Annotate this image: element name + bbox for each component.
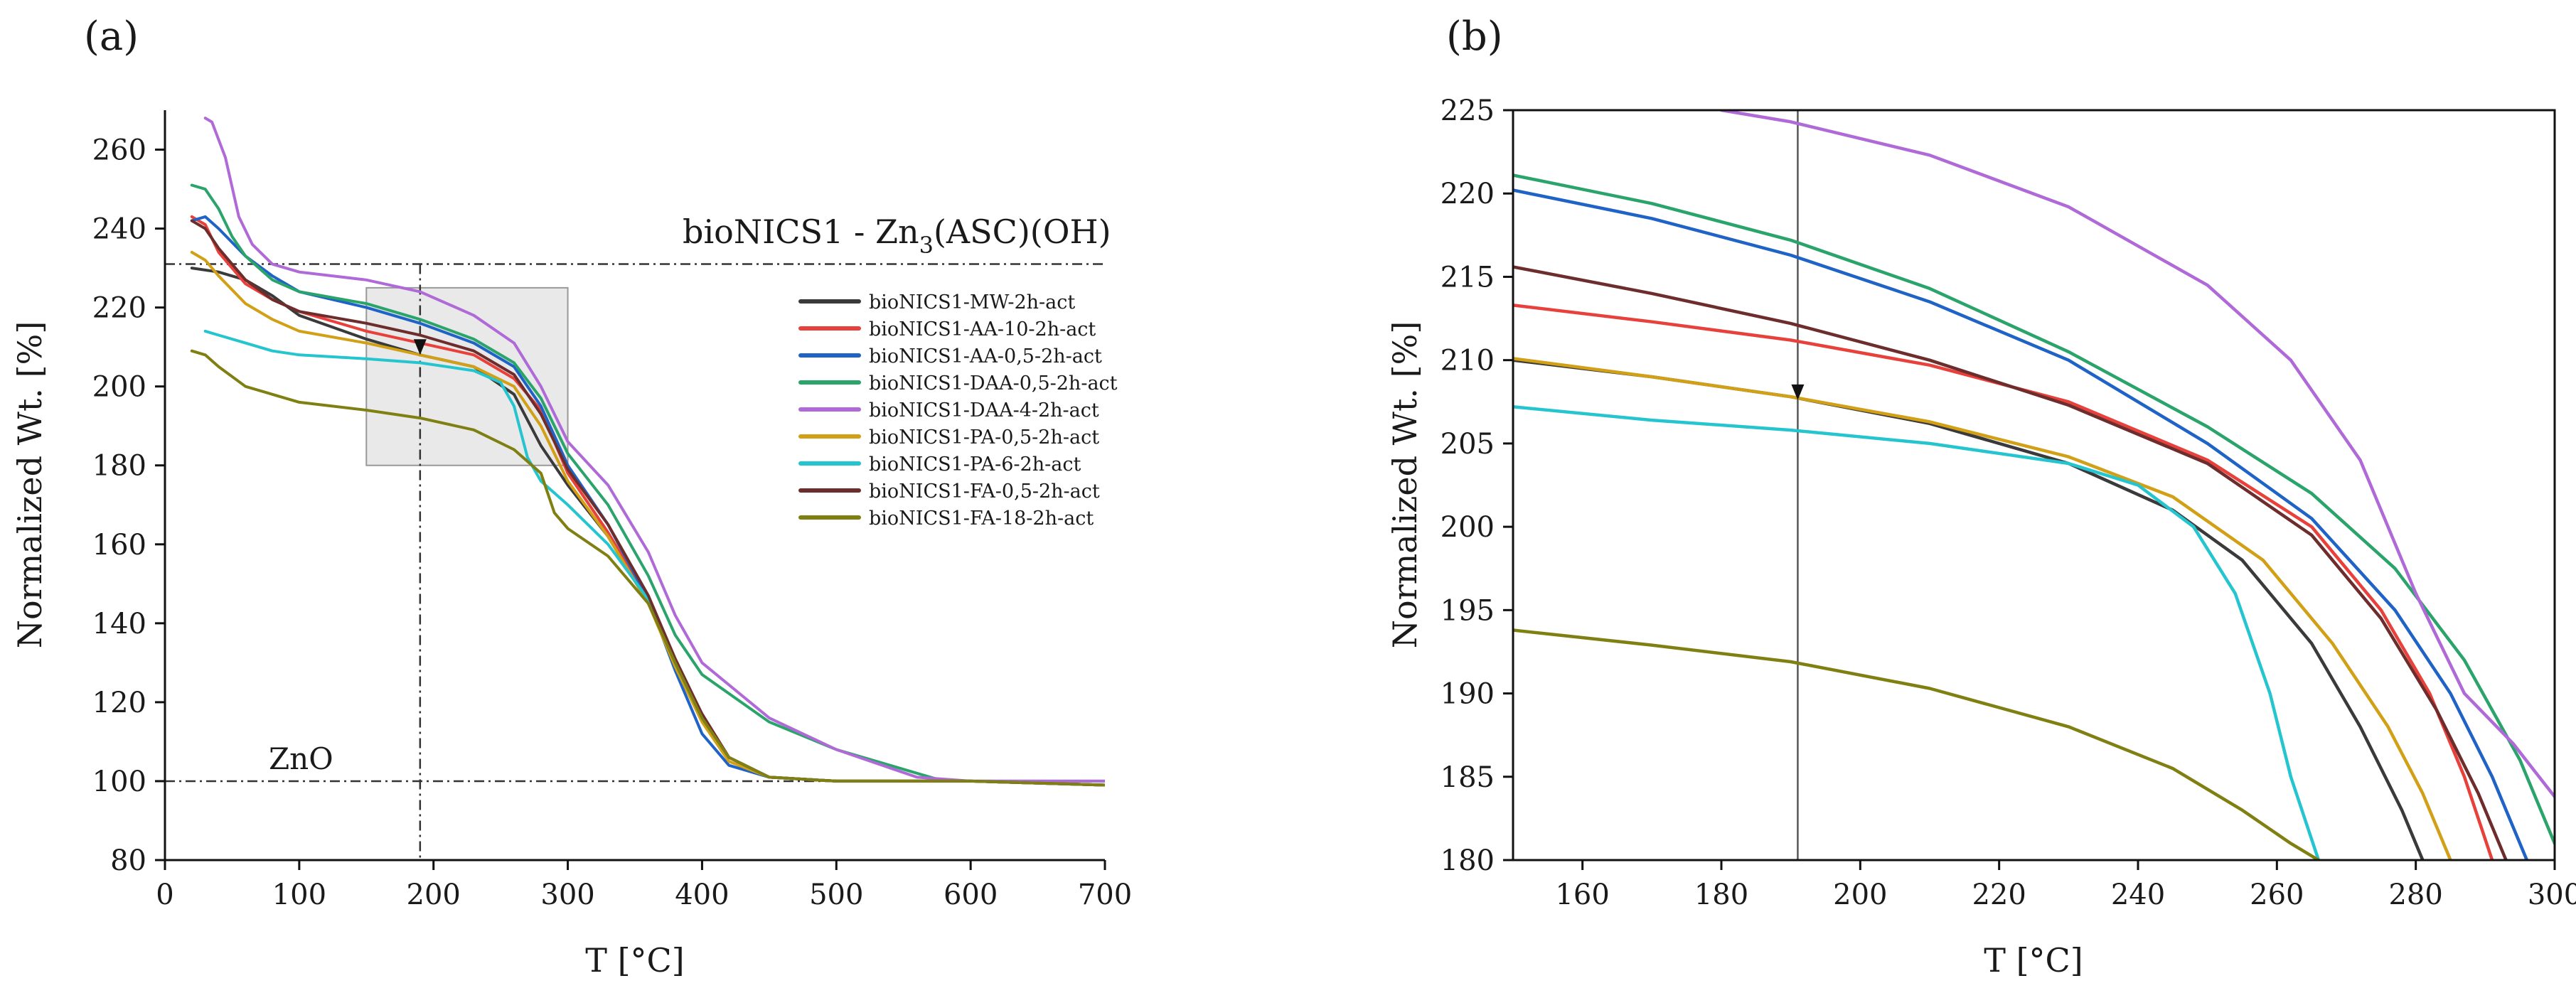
panel-b-axes-frame: [1512, 109, 2556, 862]
panel-a-label: (a): [84, 14, 139, 60]
panel-b-series-group: [1513, 110, 2555, 860]
panel-a-y-tick-label: 240: [92, 213, 146, 246]
panel-b-y-tick-label: 195: [1441, 594, 1495, 627]
panel-a-x-axis-label: T [°C]: [585, 941, 684, 979]
panel-b-y-tick-label: 180: [1441, 844, 1495, 877]
panel-b-series-line-5: [1719, 110, 2555, 799]
panel-b: (b) 160 180 200 220 240 260 280 300 180 185 190 195…: [1386, 14, 2576, 979]
panel-a-y-tick-label: 160: [92, 529, 146, 562]
panel-a-series-line-9: [190, 349, 1105, 787]
panel-b-x-tick-label: 180: [1694, 879, 1748, 911]
panel-a-y-axis-label: Normalized Wt. [%]: [11, 321, 49, 649]
panel-b-label: (b): [1446, 14, 1503, 60]
panel-b-series-line-1: [1513, 358, 2425, 860]
panel-b-x-tick-label: 300: [2528, 879, 2576, 911]
panel-a-y-tick-label: 180: [92, 450, 146, 483]
panel-b-series-line-6: [1513, 357, 2452, 860]
panel-a-x-tick-label: 700: [1078, 879, 1132, 911]
panel-b-series-line-7: [1513, 405, 2321, 860]
panel-a-x-tick-label: 200: [407, 879, 461, 911]
panel-b-x-tick-label: 280: [2388, 879, 2442, 911]
panel-a-x-tick-label: 500: [809, 879, 863, 911]
panel-b-x-tick-label: 160: [1555, 879, 1609, 911]
panel-b-series-line-4: [1513, 173, 2555, 845]
panel-b-x-tick-label: 220: [1972, 879, 2026, 911]
panel-b-x-axis-label: T [°C]: [1984, 941, 2083, 979]
panel-a-marker-arrow: [413, 339, 427, 355]
panel-a-ticks: 0 100 200 300 400 500 600 700 80 100 120 140 160 180 2…: [92, 134, 1133, 911]
panel-a-series-line-4: [190, 183, 1105, 783]
panel-b-marker-arrow: [1791, 384, 1805, 400]
legend-entry-label: bioNICS1-PA-0,5-2h-act: [869, 426, 1099, 449]
panel-a-axes: [164, 110, 1105, 862]
panel-a-x-tick-label: 100: [272, 879, 326, 911]
panel-a-x-tick-label: 400: [675, 879, 729, 911]
panel-a: (a) 0 100 200 300 400 500 600 700 80 100 120 140 160…: [11, 14, 1132, 979]
panel-b-y-tick-label: 225: [1441, 95, 1495, 127]
panel-b-y-tick-label: 220: [1441, 178, 1495, 210]
panel-a-y-tick-label: 260: [92, 134, 146, 167]
panel-a-series-line-5: [203, 117, 1105, 783]
panel-a-legend: bioNICS1-MW-2h-act bioNICS1-AA-10-2h-act b…: [798, 291, 1118, 530]
panel-b-x-tick-label: 240: [2111, 879, 2165, 911]
panel-a-y-tick-label: 140: [92, 608, 146, 640]
panel-b-y-tick-label: 185: [1441, 761, 1495, 794]
legend-entry-label: bioNICS1-FA-18-2h-act: [869, 508, 1094, 530]
panel-a-x-tick-label: 300: [540, 879, 594, 911]
panel-a-y-tick-label: 220: [92, 292, 146, 325]
panel-b-series-line-3: [1513, 188, 2529, 860]
panel-b-y-tick-label: 215: [1441, 261, 1495, 294]
panel-b-y-tick-label: 200: [1441, 511, 1495, 544]
legend-entry-label: bioNICS1-PA-6-2h-act: [869, 453, 1081, 476]
panel-a-top-annotation: bioNICS1 - Zn3(ASC)(OH): [683, 213, 1111, 259]
legend-entry-label: bioNICS1-MW-2h-act: [869, 291, 1075, 313]
panel-b-ticks: 160 180 200 220 240 260 280 300 180 185 190 195 200 2…: [1441, 95, 2576, 911]
panel-b-y-axis-label: Normalized Wt. [%]: [1386, 321, 1424, 649]
panel-a-x-tick-label: 0: [156, 879, 173, 911]
panel-a-y-tick-label: 80: [110, 844, 146, 877]
legend-entry-label: bioNICS1-DAA-4-2h-act: [869, 399, 1099, 422]
legend-entry-label: bioNICS1-DAA-0,5-2h-act: [869, 372, 1118, 394]
panel-b-y-tick-label: 190: [1441, 678, 1495, 711]
panel-b-series-line-8: [1513, 265, 2508, 860]
panel-a-zno-annotation: ZnO: [269, 741, 333, 776]
panel-b-x-tick-label: 200: [1833, 879, 1887, 911]
legend-entry-label: bioNICS1-FA-0,5-2h-act: [869, 481, 1100, 503]
panel-b-y-tick-label: 205: [1441, 428, 1495, 461]
panel-b-y-tick-label: 210: [1441, 345, 1495, 377]
panel-a-series-group: [190, 117, 1105, 787]
panel-a-x-tick-label: 600: [944, 879, 998, 911]
panel-a-y-tick-label: 120: [92, 687, 146, 719]
panel-b-series-line-2: [1513, 304, 2494, 860]
legend-entry-label: bioNICS1-AA-10-2h-act: [869, 318, 1096, 340]
panel-a-y-tick-label: 200: [92, 371, 146, 404]
legend-entry-label: bioNICS1-AA-0,5-2h-act: [869, 345, 1102, 367]
panel-b-x-tick-label: 260: [2250, 879, 2304, 911]
panel-b-series-line-9: [1513, 628, 2321, 860]
panel-a-y-tick-label: 100: [92, 766, 146, 798]
